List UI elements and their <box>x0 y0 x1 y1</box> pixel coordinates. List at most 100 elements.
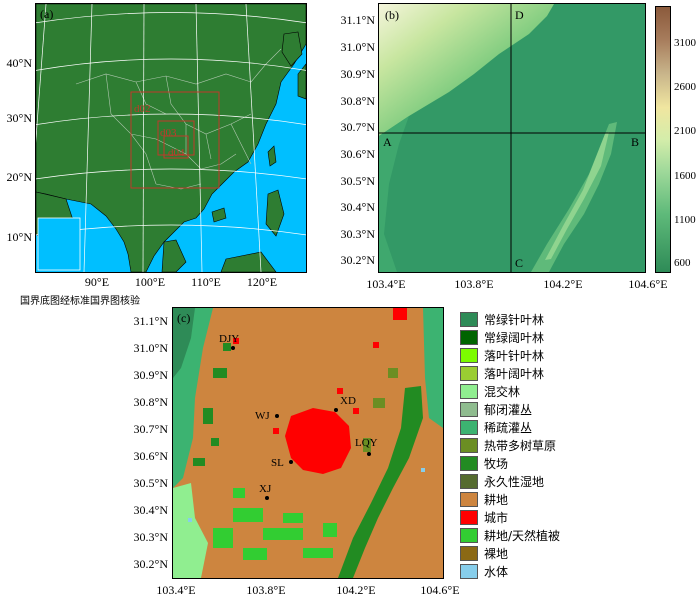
borneo-edge <box>220 251 277 272</box>
legend-label: 水体 <box>484 564 509 579</box>
panel-a-geography: d02 d03 d04 <box>36 4 306 272</box>
domain-d02-box <box>130 91 220 189</box>
northwest-evergreen-forest <box>173 308 195 378</box>
panel-c-landuse-map: DJY WJ XD LQY SL XJ <box>173 308 443 578</box>
south-cropland-mosaic <box>213 488 337 560</box>
panel-b-lat-tick-30-3: 30.3°N <box>340 227 375 241</box>
site-xd-marker <box>334 408 338 412</box>
panel-c-lon-tick-104-2: 104.2°E <box>336 583 376 597</box>
panel-b-lat-tick-30-6: 30.6°N <box>340 147 375 161</box>
panel-c-lat-tick-30-7: 30.7°N <box>133 422 168 436</box>
panel-c-lat-tick-30-9: 30.9°N <box>133 368 168 382</box>
legend-swatch <box>460 455 478 471</box>
panel-a-lon-tick-110: 110°E <box>191 275 221 289</box>
legend-label: 热带多树草原 <box>484 438 557 453</box>
japan-islands <box>297 63 306 100</box>
hainan-island <box>211 207 227 223</box>
panel-b-lat-tick-30-8: 30.8°N <box>340 94 375 108</box>
panel-c-lat-tick-30-5: 30.5°N <box>133 476 168 490</box>
legend-label: 混交林 <box>484 384 521 399</box>
legend-item: 常绿阔叶林 <box>460 329 544 345</box>
site-xj-label: XJ <box>259 483 272 495</box>
taiwan-island <box>267 145 277 167</box>
d02-label: d02 <box>134 103 151 115</box>
legend-label: 落叶阔叶林 <box>484 366 545 381</box>
legend-swatch <box>460 347 478 363</box>
legend-item: 常绿针叶林 <box>460 311 544 327</box>
legend-item: 落叶针叶林 <box>460 347 544 363</box>
east-pasture-patches <box>363 368 398 452</box>
domain-d04-box <box>163 135 189 159</box>
panel-c-landuse: DJY WJ XD LQY SL XJ (c) <box>172 307 444 579</box>
legend-swatch <box>460 509 478 525</box>
site-djy-marker <box>231 346 235 350</box>
legend-swatch <box>460 437 478 453</box>
legend-label: 耕地 <box>484 492 509 507</box>
east-forest-margin <box>423 308 443 428</box>
site-xd-label: XD <box>340 395 356 407</box>
colorbar-tick-1100: 1100 <box>674 214 696 226</box>
site-xj-marker <box>265 496 269 500</box>
korea-peninsula <box>281 31 303 67</box>
d03-label: d03 <box>160 127 177 139</box>
legend-item: 耕地/天然植被 <box>460 527 560 543</box>
colorbar-tick-2600: 2600 <box>674 81 696 93</box>
legend-label: 常绿阔叶林 <box>484 330 545 345</box>
panel-a-lat-tick-10: 10°N <box>6 230 32 244</box>
panel-a-border-note: 国界底图经标准国界图核验 <box>20 296 140 307</box>
panel-b-label: (b) <box>385 8 399 22</box>
panel-b-lat-tick-30-2: 30.2°N <box>340 253 375 267</box>
panel-b-lon-tick-103-8: 103.8°E <box>454 277 494 291</box>
legend-swatch <box>460 401 478 417</box>
legend-item: 郁闭灌丛 <box>460 401 532 417</box>
site-wj-marker <box>275 414 279 418</box>
panel-a-map: d02 d03 d04 <box>35 3 307 273</box>
nested-domain-boxes <box>130 91 220 189</box>
colorbar-tick-2100: 2100 <box>674 125 696 137</box>
colorbar-tick-3100: 3100 <box>674 37 696 49</box>
panel-b-lon-tick-104-6: 104.6°E <box>628 277 668 291</box>
site-wj-label: WJ <box>255 410 270 422</box>
elevation-colorbar <box>655 6 671 273</box>
legend-item: 混交林 <box>460 383 520 399</box>
legend-swatch <box>460 383 478 399</box>
panel-b-lat-tick-30-9: 30.9°N <box>340 67 375 81</box>
longquan-forest-strip <box>338 386 423 578</box>
legend-item: 城市 <box>460 509 508 525</box>
panel-b-lat-tick-30-5: 30.5°N <box>340 174 375 188</box>
panel-b-terrain: (b) A B C D <box>378 3 646 273</box>
legend-item: 牧场 <box>460 455 508 471</box>
western-highlands <box>379 4 554 136</box>
site-sl-label: SL <box>271 457 284 469</box>
satellite-urban-patches <box>233 308 407 434</box>
legend-item: 裸地 <box>460 545 508 561</box>
panel-c-lat-tick-30-3: 30.3°N <box>133 530 168 544</box>
panel-a-lon-tick-100: 100°E <box>134 275 166 289</box>
panel-c-lat-tick-30-4: 30.4°N <box>133 503 168 517</box>
section-label-a: A <box>383 135 392 149</box>
d04-label: d04 <box>168 147 185 159</box>
legend-swatch <box>460 527 478 543</box>
panel-c-lon-tick-103-4: 103.4°E <box>156 583 196 597</box>
panel-c-lat-tick-31-0: 31.0°N <box>133 341 168 355</box>
site-lqy-label: LQY <box>355 437 378 449</box>
section-label-b: B <box>631 135 640 149</box>
southwest-mixed-forest <box>173 483 208 578</box>
legend-swatch <box>460 365 478 381</box>
panel-b-lat-tick-31-0: 31.0°N <box>340 40 375 54</box>
panel-b-lon-tick-103-4: 103.4°E <box>366 277 406 291</box>
colorbar-tick-1600: 1600 <box>674 170 696 182</box>
longquan-ridge <box>545 132 609 260</box>
panel-c-lat-tick-31-1: 31.1°N <box>133 314 168 328</box>
panel-c-lon-tick-103-8: 103.8°E <box>246 583 286 597</box>
legend-label: 永久性湿地 <box>484 474 545 489</box>
panel-a-lat-tick-30: 30°N <box>6 111 32 125</box>
highland-foothill <box>379 116 409 272</box>
legend-swatch <box>460 329 478 345</box>
domain-d03-box <box>157 120 195 156</box>
graticule <box>36 4 306 272</box>
site-lqy-marker <box>367 452 371 456</box>
panel-a-lon-tick-90: 90°E <box>84 275 110 289</box>
legend-label: 牧场 <box>484 456 509 471</box>
panel-b-terrain-map <box>379 4 645 272</box>
